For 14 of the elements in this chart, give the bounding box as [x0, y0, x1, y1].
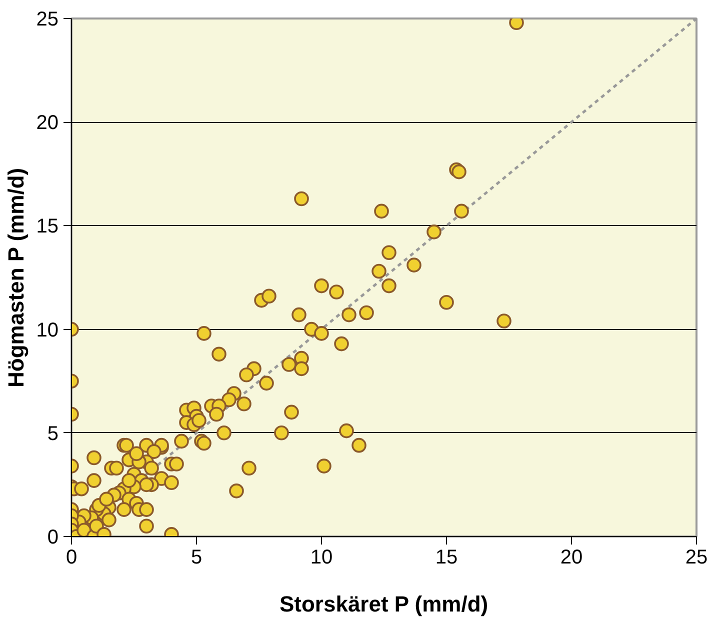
x-tick-label: 5	[190, 546, 202, 568]
y-axis-title: Högmasten P (mm/d)	[3, 168, 28, 388]
y-tick-label: 15	[36, 216, 59, 238]
x-tick-label: 15	[435, 546, 458, 568]
y-tick-label: 5	[47, 422, 58, 445]
y-tick-label: 10	[36, 319, 59, 342]
x-tick-label: 10	[310, 546, 333, 568]
y-tick-label: 0	[47, 526, 58, 548]
x-tick-label: 25	[685, 546, 708, 568]
x-tick-label: 0	[66, 546, 78, 568]
y-tick-label: 25	[36, 8, 59, 30]
x-tick-label: 20	[560, 546, 583, 568]
x-axis-title: Storskäret P (mm/d)	[279, 592, 488, 616]
y-tick-label: 20	[36, 112, 59, 134]
